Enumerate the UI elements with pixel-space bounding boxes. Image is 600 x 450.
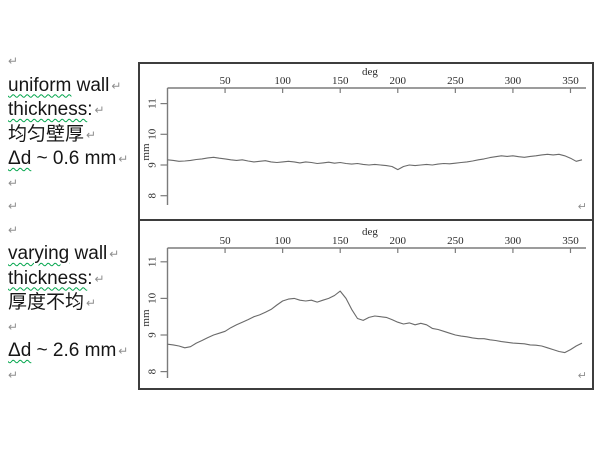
paragraph-mark: ↵ bbox=[8, 219, 138, 243]
paragraph-mark-icon: ↵ bbox=[86, 296, 97, 310]
x-tick-label: 50 bbox=[220, 235, 232, 247]
varying-thickness-chart: 50 100 150 200 250 300 350 deg 8 9 10 11 mm ↵ bbox=[138, 219, 594, 390]
y-axis-title: mm bbox=[140, 309, 152, 327]
text-segment: ~ 2.6 mm bbox=[31, 340, 117, 361]
y-tick-label: 11 bbox=[147, 98, 159, 109]
text-segment: wall bbox=[71, 74, 110, 96]
paragraph-mark: ↵ bbox=[8, 195, 138, 219]
y-tick-label: 9 bbox=[147, 332, 159, 338]
text-segment: : bbox=[87, 99, 93, 120]
spellchecked-word: varying bbox=[8, 243, 70, 264]
chart-plot: 50 100 150 200 250 300 350 deg 8 9 10 11 mm bbox=[140, 226, 586, 378]
x-tick-label: 300 bbox=[505, 75, 522, 87]
paragraph-mark-icon: ↵ bbox=[8, 54, 19, 68]
spellchecked-word: Δd bbox=[8, 340, 32, 361]
paragraph-mark-icon: ↵ bbox=[577, 201, 587, 213]
paragraph-mark-icon: ↵ bbox=[111, 78, 122, 93]
paragraph-mark-icon: ↵ bbox=[8, 222, 19, 237]
uniform-wall-line: uniform wall ↵ bbox=[8, 74, 138, 99]
text-segment: ~ 0.6 mm bbox=[31, 148, 117, 169]
paragraph-mark-icon: ↵ bbox=[94, 103, 105, 117]
annotation-column: ↵ uniform wall ↵ thickness: ↵ 均匀壁厚 ↵ Δd ~ 0.6 m… bbox=[8, 50, 138, 387]
x-axis-title: deg bbox=[362, 66, 378, 78]
thickness-profile-line bbox=[167, 290, 583, 354]
text-segment: 均匀壁厚 bbox=[8, 123, 85, 145]
x-tick-label: 150 bbox=[332, 235, 349, 247]
y-tick-label: 10 bbox=[147, 292, 159, 304]
paragraph-mark: ↵ bbox=[8, 364, 138, 388]
paragraph-mark-icon: ↵ bbox=[8, 319, 19, 334]
x-axis-title: deg bbox=[362, 226, 378, 238]
y-axis-title: mm bbox=[140, 143, 152, 161]
text-segment: wall bbox=[69, 243, 108, 264]
y-tick-label: 9 bbox=[147, 162, 159, 168]
text-segment: : bbox=[87, 267, 93, 289]
x-tick-label: 200 bbox=[390, 75, 407, 87]
x-tick-label: 100 bbox=[274, 75, 291, 87]
spellchecked-word: thickness bbox=[8, 267, 88, 289]
paragraph-mark: ↵ bbox=[8, 316, 138, 340]
thickness-line-2: thickness: ↵ bbox=[8, 267, 138, 292]
delta-d-uniform-line: Δd ~ 0.6 mm ↵ bbox=[8, 147, 138, 172]
paragraph-mark-icon: ↵ bbox=[86, 127, 97, 142]
paragraph-mark: ↵ bbox=[8, 172, 138, 196]
thickness-profile-line bbox=[167, 153, 583, 171]
paragraph-mark-icon: ↵ bbox=[118, 152, 129, 166]
x-tick-label: 350 bbox=[562, 75, 579, 87]
x-tick-label: 100 bbox=[274, 235, 291, 247]
spellchecked-word: thickness bbox=[8, 99, 88, 120]
x-tick-label: 300 bbox=[505, 235, 522, 247]
x-tick-label: 250 bbox=[447, 235, 464, 247]
y-tick-label: 8 bbox=[147, 192, 159, 198]
paragraph-mark-icon: ↵ bbox=[109, 247, 120, 261]
text-segment: 厚度不均 bbox=[8, 292, 85, 313]
paragraph-mark-icon: ↵ bbox=[577, 370, 587, 382]
thickness-line-1: thickness: ↵ bbox=[8, 98, 138, 123]
x-tick-label: 150 bbox=[332, 75, 349, 87]
paragraph-mark-icon: ↵ bbox=[118, 344, 129, 358]
x-tick-label: 350 bbox=[562, 235, 579, 247]
y-tick-label: 11 bbox=[147, 257, 159, 268]
varying-wall-line: varying wall ↵ bbox=[8, 242, 138, 267]
spellchecked-word: uniform bbox=[8, 74, 72, 96]
x-tick-label: 50 bbox=[220, 75, 232, 87]
chart-plot: 50 100 150 200 250 300 350 deg 8 9 10 11 mm bbox=[140, 66, 586, 205]
paragraph-mark-icon: ↵ bbox=[8, 367, 19, 382]
y-tick-label: 10 bbox=[147, 128, 159, 140]
chinese-varying-line: 厚度不均 ↵ bbox=[8, 291, 138, 316]
x-tick-label: 250 bbox=[447, 75, 464, 87]
uniform-thickness-chart: 50 100 150 200 250 300 350 deg 8 9 10 11 mm ↵ bbox=[138, 62, 594, 221]
paragraph-mark: ↵ bbox=[8, 50, 138, 74]
delta-d-varying-line: Δd ~ 2.6 mm ↵ bbox=[8, 339, 138, 364]
y-tick-label: 8 bbox=[147, 368, 159, 374]
spellchecked-word: Δd bbox=[8, 148, 32, 169]
paragraph-mark-icon: ↵ bbox=[8, 175, 19, 190]
paragraph-mark-icon: ↵ bbox=[94, 271, 105, 286]
chinese-uniform-line: 均匀壁厚 ↵ bbox=[8, 123, 138, 148]
x-tick-label: 200 bbox=[390, 235, 407, 247]
paragraph-mark-icon: ↵ bbox=[8, 199, 19, 213]
